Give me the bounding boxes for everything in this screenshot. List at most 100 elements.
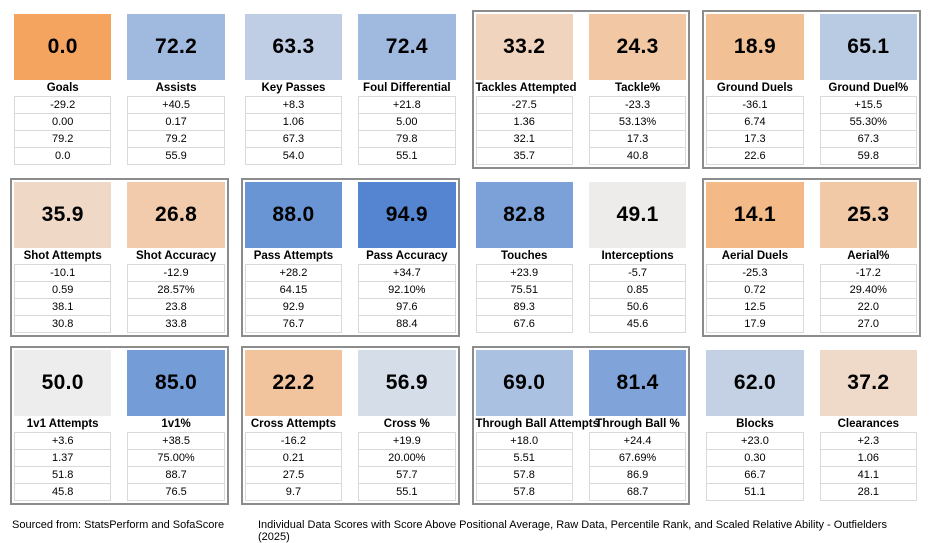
value-cell: 67.6 — [475, 315, 573, 333]
value-table: -36.1 6.74 17.3 22.6 — [706, 96, 804, 165]
metric-card: 35.9 Shot Attempts -10.1 0.59 38.1 30.8 — [14, 182, 112, 333]
metric-row: 35.9 Shot Attempts -10.1 0.59 38.1 30.8 26.8 Sh… — [10, 178, 921, 337]
metric-group: 18.9 Ground Duels -36.1 6.74 17.3 22.6 65.1 Gro… — [702, 10, 921, 169]
value-table: -16.2 0.21 27.5 9.7 — [244, 432, 343, 501]
value-cell: 27.0 — [819, 315, 917, 333]
metric-label: 1v1 Attempts — [26, 418, 99, 430]
metric-label: Tackles Attempted — [475, 82, 577, 94]
score-value: 72.2 — [155, 35, 198, 58]
score-value: 50.0 — [41, 371, 84, 394]
value-cell: 55.9 — [127, 147, 225, 165]
score-value: 0.0 — [47, 35, 78, 58]
metric-label: Pass Accuracy — [366, 250, 448, 262]
metric-card: 72.2 Assists +40.5 0.17 79.2 55.9 — [127, 14, 225, 165]
metric-card: 88.0 Pass Attempts +28.2 64.15 92.9 76.7 — [244, 182, 343, 333]
metric-card: 26.8 Shot Accuracy -12.9 28.57% 23.8 33.8 — [127, 182, 225, 333]
value-cell: 1.37 — [14, 449, 112, 467]
value-table: -23.3 53.13% 17.3 40.8 — [588, 96, 687, 165]
metric-card: 37.2 Clearances +2.3 1.06 41.1 28.1 — [819, 350, 917, 501]
value-table: -17.2 29.40% 22.0 27.0 — [819, 264, 917, 333]
metric-label: Pass Attempts — [253, 250, 334, 262]
value-table: +23.9 75.51 89.3 67.6 — [475, 264, 573, 333]
value-cell: 67.69% — [588, 449, 687, 467]
value-cell: -29.2 — [14, 96, 112, 114]
footer: Sourced from: StatsPerform and SofaScore… — [0, 514, 929, 543]
value-cell: 1.06 — [819, 449, 917, 467]
score-box: 72.2 — [127, 14, 225, 80]
score-box: 88.0 — [244, 182, 343, 248]
value-cell: 54.0 — [244, 147, 343, 165]
metric-card: 72.4 Foul Differential +21.8 5.00 79.8 55.1 — [358, 14, 456, 165]
value-cell: 57.8 — [475, 466, 573, 484]
value-cell: 30.8 — [14, 315, 112, 333]
metric-card: 63.3 Key Passes +8.3 1.06 67.3 54.0 — [244, 14, 343, 165]
value-cell: 9.7 — [244, 483, 343, 501]
score-value: 35.9 — [41, 203, 84, 226]
value-cell: 6.74 — [706, 113, 804, 131]
value-table: +2.3 1.06 41.1 28.1 — [819, 432, 917, 501]
value-cell: 0.0 — [14, 147, 112, 165]
metric-card: 82.8 Touches +23.9 75.51 89.3 67.6 — [475, 182, 573, 333]
score-box: 24.3 — [588, 14, 687, 80]
metric-label: Ground Duels — [716, 82, 793, 94]
score-box: 37.2 — [819, 350, 917, 416]
score-value: 26.8 — [155, 203, 198, 226]
score-value: 63.3 — [272, 35, 315, 58]
value-cell: 22.6 — [706, 147, 804, 165]
metric-card: 94.9 Pass Accuracy +34.7 92.10% 97.6 88.4 — [358, 182, 456, 333]
metric-label: Ground Duel% — [828, 82, 909, 94]
value-cell: +8.3 — [244, 96, 343, 114]
value-cell: 27.5 — [244, 466, 343, 484]
value-cell: 51.1 — [706, 483, 804, 501]
value-cell: +24.4 — [588, 432, 687, 450]
score-box: 82.8 — [475, 182, 573, 248]
value-cell: 38.1 — [14, 298, 112, 316]
metric-card: 25.3 Aerial% -17.2 29.40% 22.0 27.0 — [819, 182, 917, 333]
value-cell: 53.13% — [588, 113, 687, 131]
score-box: 85.0 — [127, 350, 225, 416]
value-cell: 79.2 — [127, 130, 225, 148]
value-cell: 0.00 — [14, 113, 112, 131]
value-table: -12.9 28.57% 23.8 33.8 — [127, 264, 225, 333]
score-box: 50.0 — [14, 350, 112, 416]
value-cell: 67.3 — [244, 130, 343, 148]
value-table: -10.1 0.59 38.1 30.8 — [14, 264, 112, 333]
score-box: 62.0 — [706, 350, 804, 416]
value-cell: 89.3 — [475, 298, 573, 316]
value-cell: 12.5 — [706, 298, 804, 316]
metric-card: 65.1 Ground Duel% +15.5 55.30% 67.3 59.8 — [819, 14, 917, 165]
value-table: +34.7 92.10% 97.6 88.4 — [358, 264, 456, 333]
value-cell: +2.3 — [819, 432, 917, 450]
score-box: 0.0 — [14, 14, 112, 80]
scorecard-grid: 0.0 Goals -29.2 0.00 79.2 0.0 72.2 Assists +40.5… — [10, 10, 921, 505]
value-table: -25.3 0.72 12.5 17.9 — [706, 264, 804, 333]
value-cell: 17.3 — [588, 130, 687, 148]
source-note: Sourced from: StatsPerform and SofaScore — [12, 519, 225, 531]
value-table: -5.7 0.85 50.6 45.6 — [588, 264, 687, 333]
metric-card: 81.4 Through Ball % +24.4 67.69% 86.9 68.7 — [588, 350, 687, 501]
score-box: 18.9 — [706, 14, 804, 80]
value-cell: +3.6 — [14, 432, 112, 450]
value-cell: 45.6 — [588, 315, 687, 333]
score-box: 72.4 — [358, 14, 456, 80]
metric-card: 22.2 Cross Attempts -16.2 0.21 27.5 9.7 — [244, 350, 343, 501]
metric-label: Aerial% — [847, 250, 890, 262]
value-cell: +18.0 — [475, 432, 573, 450]
metric-card: 85.0 1v1% +38.5 75.00% 88.7 76.5 — [127, 350, 225, 501]
metric-card: 18.9 Ground Duels -36.1 6.74 17.3 22.6 — [706, 14, 804, 165]
value-cell: 1.36 — [475, 113, 573, 131]
score-box: 94.9 — [358, 182, 456, 248]
value-cell: 5.00 — [358, 113, 456, 131]
value-cell: 68.7 — [588, 483, 687, 501]
score-box: 26.8 — [127, 182, 225, 248]
value-table: +8.3 1.06 67.3 54.0 — [244, 96, 343, 165]
score-box: 25.3 — [819, 182, 917, 248]
value-cell: 17.3 — [706, 130, 804, 148]
value-cell: 55.1 — [358, 147, 456, 165]
value-table: +21.8 5.00 79.8 55.1 — [358, 96, 456, 165]
metric-row: 50.0 1v1 Attempts +3.6 1.37 51.8 45.8 85.0 1v1%… — [10, 346, 921, 505]
value-cell: -16.2 — [244, 432, 343, 450]
value-cell: 92.9 — [244, 298, 343, 316]
metric-group: 88.0 Pass Attempts +28.2 64.15 92.9 76.7 94.9 P… — [240, 178, 460, 337]
score-value: 49.1 — [616, 203, 659, 226]
